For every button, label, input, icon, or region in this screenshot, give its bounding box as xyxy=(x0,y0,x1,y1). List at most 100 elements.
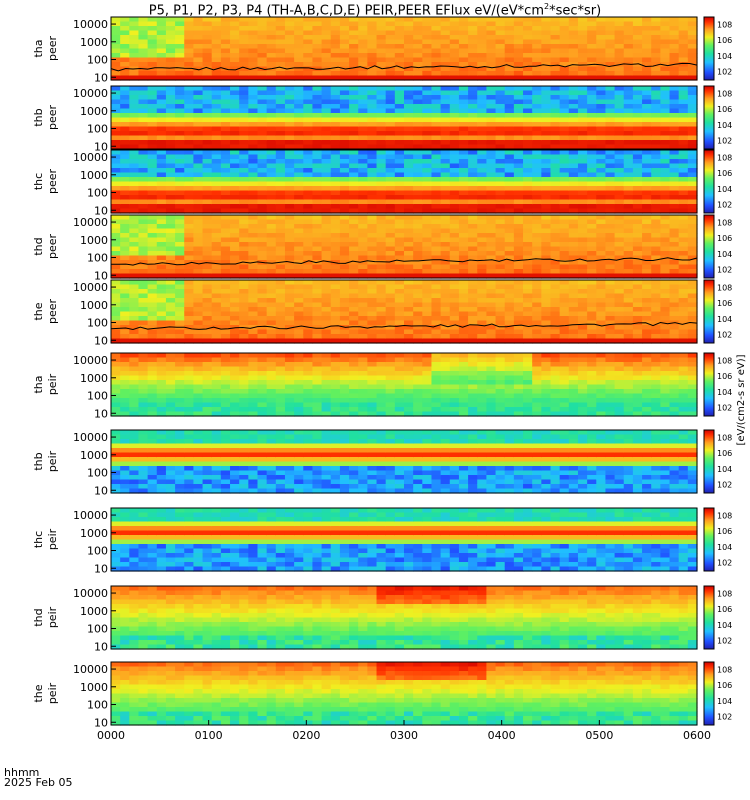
heatmap-cell xyxy=(312,90,323,96)
heatmap-cell xyxy=(577,172,588,178)
heatmap-cell xyxy=(321,302,332,308)
heatmap-cell xyxy=(523,316,533,322)
heatmap-cell xyxy=(605,219,616,225)
heatmap-cell xyxy=(138,168,149,174)
heatmap-cell xyxy=(651,168,661,174)
heatmap-cell xyxy=(147,75,158,81)
heatmap-cell xyxy=(303,289,314,295)
heatmap-cell xyxy=(605,108,616,114)
heatmap-cell xyxy=(230,380,240,386)
heatmap-cell xyxy=(623,159,634,165)
heatmap-cell xyxy=(504,126,515,132)
heatmap-cell xyxy=(532,168,542,174)
heatmap-cell xyxy=(156,48,167,54)
heatmap-cell xyxy=(165,66,176,72)
heatmap-cell xyxy=(678,135,689,141)
heatmap-cell xyxy=(605,307,616,313)
heatmap-cell xyxy=(294,242,304,248)
heatmap-cell xyxy=(404,17,414,23)
heatmap-cell xyxy=(257,284,268,290)
heatmap-cell xyxy=(321,172,332,178)
colorbar-tick-label: 104 xyxy=(717,121,732,130)
heatmap-cell xyxy=(394,177,405,183)
heatmap-cell xyxy=(147,402,158,408)
heatmap-cell xyxy=(440,159,451,165)
heatmap-cell xyxy=(458,144,469,150)
heatmap-cell xyxy=(486,246,497,252)
heatmap-cell xyxy=(394,329,405,335)
heatmap-cell xyxy=(468,90,478,96)
heatmap-cell xyxy=(550,168,561,174)
heatmap-cell xyxy=(138,140,149,146)
heatmap-cell xyxy=(559,302,570,308)
heatmap-cell xyxy=(660,53,671,59)
heatmap-cell xyxy=(486,48,497,54)
heatmap-cell xyxy=(266,242,277,248)
heatmap-cell xyxy=(596,302,607,308)
heatmap-cell xyxy=(220,269,231,275)
heatmap-cell xyxy=(266,233,277,239)
heatmap-cell xyxy=(156,334,167,340)
heatmap-cell xyxy=(523,190,533,196)
heatmap-cell xyxy=(156,307,167,313)
heatmap-cell xyxy=(385,260,396,266)
heatmap-cell xyxy=(156,398,167,404)
heatmap-cell xyxy=(220,26,231,32)
heatmap-cell xyxy=(266,186,277,192)
heatmap-cell xyxy=(513,57,524,63)
heatmap-cell xyxy=(257,199,268,205)
heatmap-cell xyxy=(156,389,167,395)
heatmap-cell xyxy=(568,237,579,243)
heatmap-cell xyxy=(404,117,414,123)
heatmap-cell xyxy=(294,371,304,377)
heatmap-cell xyxy=(156,144,167,150)
heatmap-cell xyxy=(486,163,497,169)
heatmap-cell xyxy=(413,273,423,279)
heatmap-cell xyxy=(669,172,680,178)
heatmap-cell xyxy=(257,246,268,252)
heatmap-cell xyxy=(623,135,634,141)
heatmap-cell xyxy=(486,204,497,210)
heatmap-cell xyxy=(275,131,286,137)
heatmap-cell xyxy=(687,30,698,36)
heatmap-cell xyxy=(614,35,625,41)
heatmap-cell xyxy=(532,86,542,92)
heatmap-cell xyxy=(394,293,405,299)
heatmap-cell xyxy=(394,195,405,201)
heatmap-cell xyxy=(440,329,451,335)
heatmap-cell xyxy=(129,159,140,165)
heatmap-cell xyxy=(312,186,323,192)
heatmap-cell xyxy=(642,246,652,252)
heatmap-cell xyxy=(138,90,149,96)
heatmap-cell xyxy=(431,35,442,41)
heatmap-cell xyxy=(495,338,506,344)
heatmap-cell xyxy=(257,53,268,59)
heatmap-cell xyxy=(486,30,497,36)
heatmap-cell xyxy=(339,251,350,257)
heatmap-cell xyxy=(120,117,130,123)
heatmap-cell xyxy=(504,181,515,187)
heatmap-cell xyxy=(184,39,195,45)
heatmap-cell xyxy=(568,307,579,313)
heatmap-cell xyxy=(468,316,478,322)
heatmap-cell xyxy=(367,366,378,372)
heatmap-cell xyxy=(147,273,158,279)
heatmap-cell xyxy=(138,21,149,27)
heatmap-cell xyxy=(568,320,579,326)
heatmap-cell xyxy=(486,251,497,257)
heatmap-cell xyxy=(541,302,552,308)
heatmap-cell xyxy=(193,375,204,381)
heatmap-cell xyxy=(486,260,497,266)
heatmap-cell xyxy=(651,329,661,335)
heatmap-cell xyxy=(596,57,607,63)
heatmap-cell xyxy=(275,53,286,59)
heatmap-cell xyxy=(312,195,323,201)
heatmap-cell xyxy=(175,289,185,295)
heatmap-cell xyxy=(614,298,625,304)
heatmap-cell xyxy=(202,375,213,381)
heatmap-cell xyxy=(587,273,597,279)
heatmap-cell xyxy=(211,366,222,372)
heatmap-cell xyxy=(413,316,423,322)
heatmap-cell xyxy=(220,298,231,304)
heatmap-cell xyxy=(220,280,231,286)
